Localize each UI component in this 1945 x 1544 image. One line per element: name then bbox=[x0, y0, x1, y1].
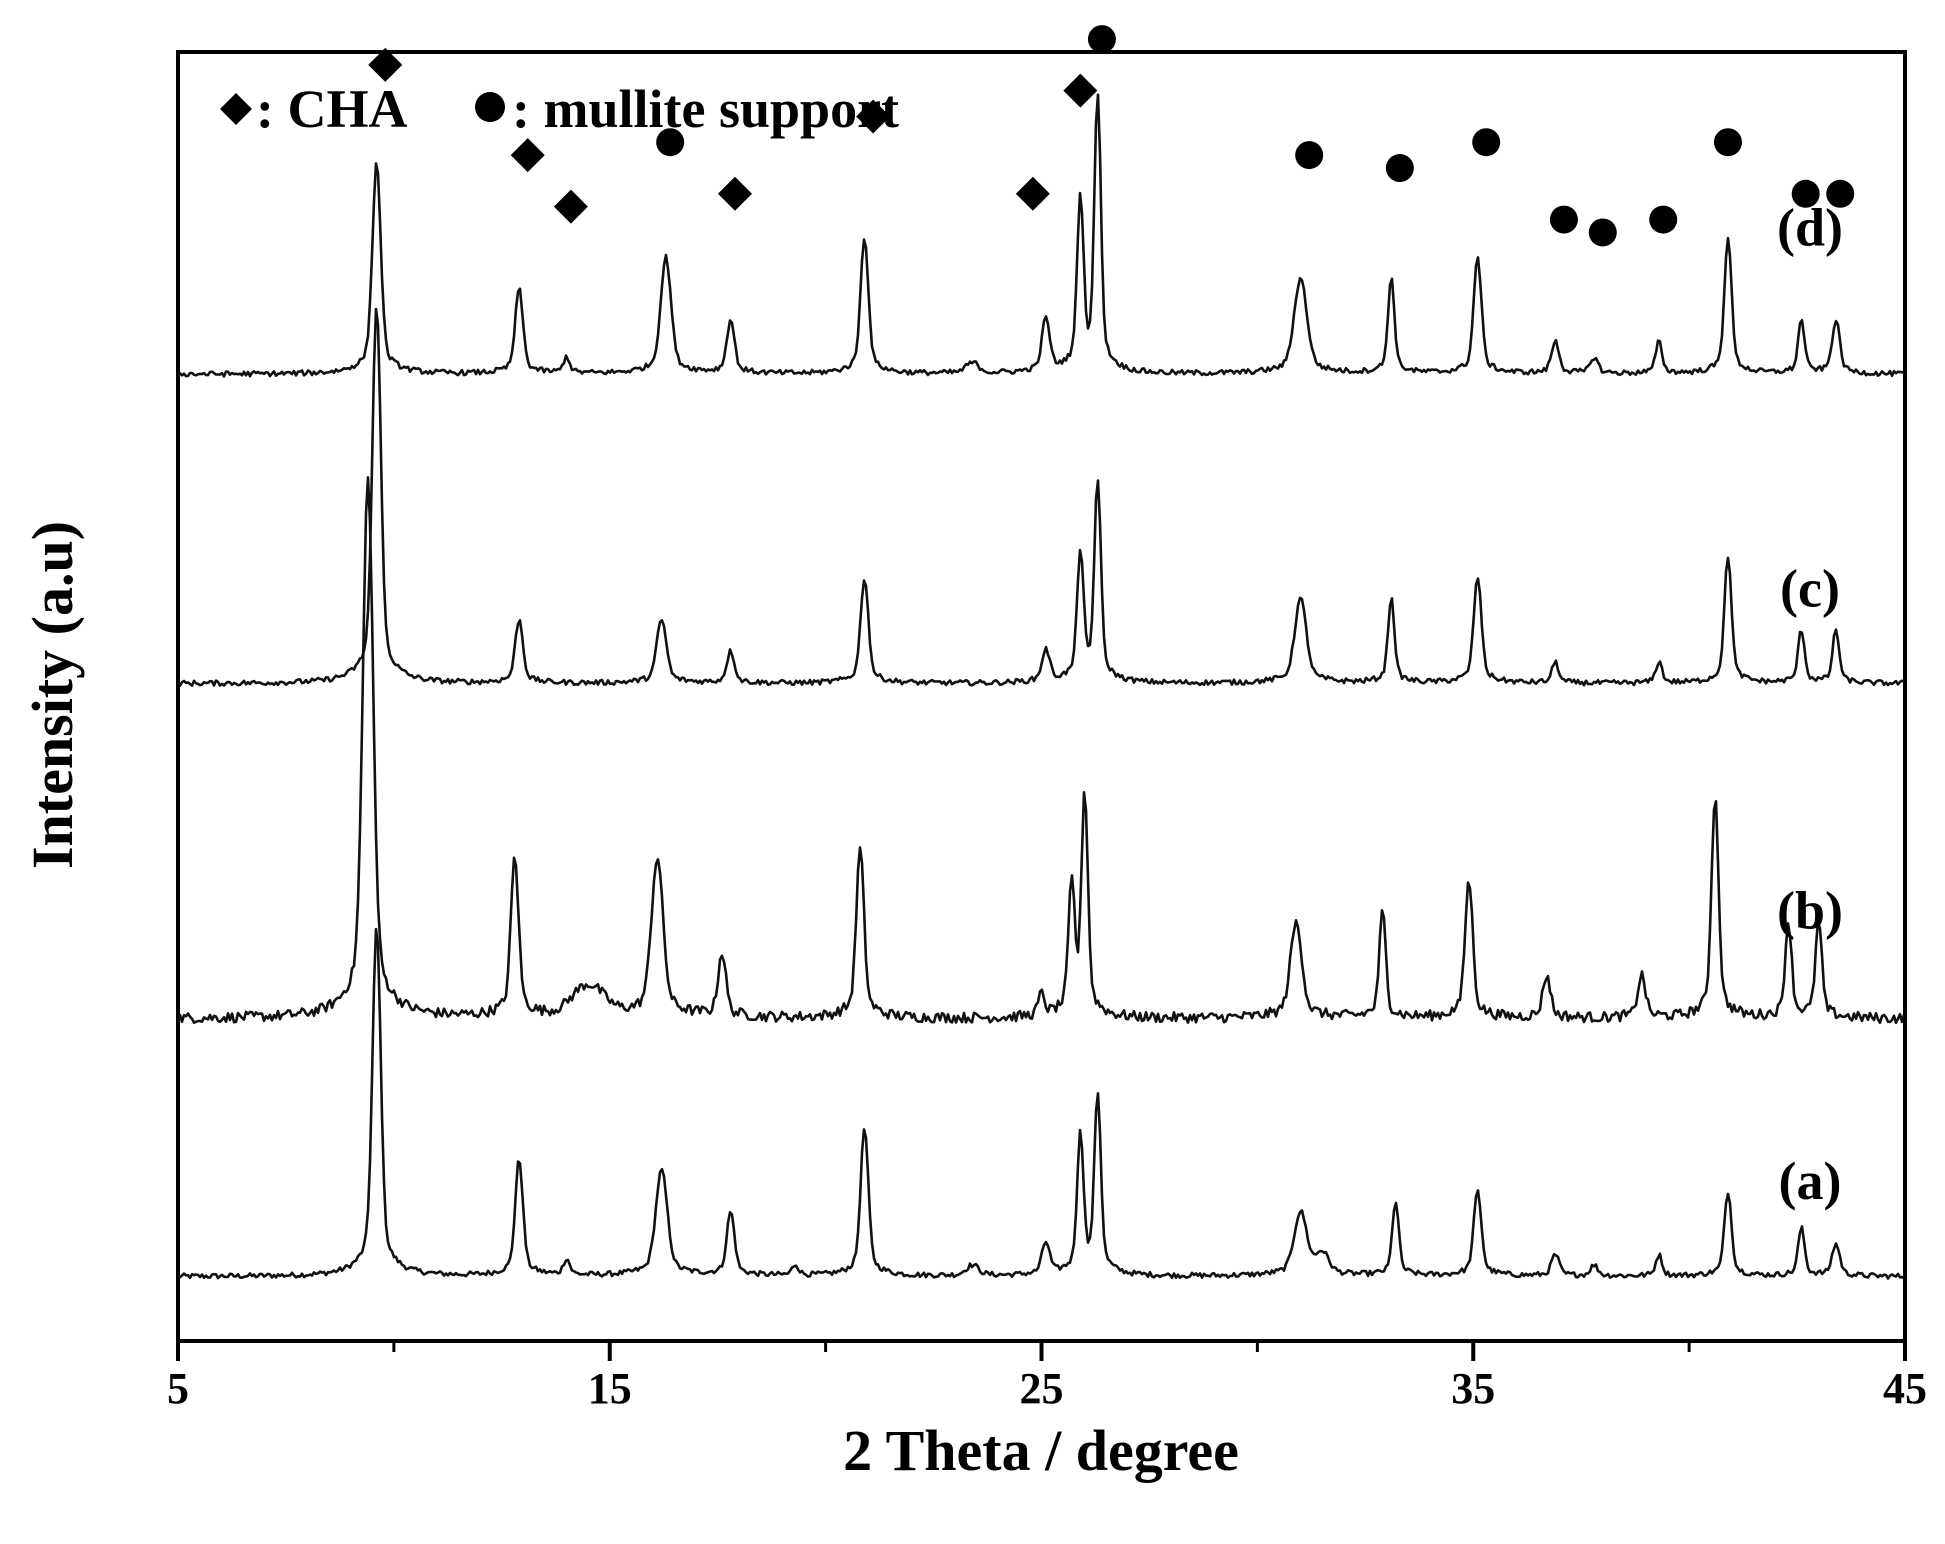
x-axis-title: 2 Theta / degree bbox=[843, 1418, 1239, 1483]
peak-markers-layer bbox=[368, 25, 1855, 247]
mullite-circle-marker bbox=[656, 128, 685, 157]
cha-diamond-marker bbox=[368, 47, 403, 82]
series-label: (c) bbox=[1780, 558, 1840, 618]
series-line-3 bbox=[176, 93, 1905, 378]
mullite-circle-marker bbox=[1791, 179, 1820, 208]
mullite-circle-marker bbox=[1087, 25, 1116, 54]
mullite-circle-marker bbox=[1472, 128, 1501, 157]
mullite-circle-marker bbox=[1649, 205, 1678, 234]
series-line-0 bbox=[177, 927, 1905, 1280]
series-label: (a) bbox=[1779, 1151, 1842, 1211]
series-labels-layer: (a) (b) (c) (d) bbox=[1777, 197, 1843, 1211]
series-label: (d) bbox=[1777, 197, 1843, 257]
mullite-circle-marker bbox=[1588, 218, 1617, 247]
legend: : CHA : mullite support bbox=[220, 79, 899, 139]
legend-diamond-icon bbox=[220, 93, 252, 125]
mullite-circle-marker bbox=[1385, 154, 1414, 183]
series-line-1 bbox=[176, 476, 1906, 1025]
legend-circle-icon bbox=[475, 92, 505, 122]
x-tick-label: 45 bbox=[1883, 1364, 1927, 1413]
mullite-circle-marker bbox=[1549, 205, 1578, 234]
cha-diamond-marker bbox=[510, 138, 545, 173]
x-tick-label: 35 bbox=[1451, 1364, 1495, 1413]
legend-cha-label: : CHA bbox=[256, 79, 407, 139]
cha-diamond-marker bbox=[1063, 73, 1098, 108]
x-tick-label: 25 bbox=[1020, 1364, 1064, 1413]
series-line-2 bbox=[176, 307, 1905, 688]
mullite-circle-marker bbox=[1295, 141, 1324, 170]
cha-diamond-marker bbox=[856, 99, 891, 134]
mullite-circle-marker bbox=[1826, 179, 1855, 208]
series-layer bbox=[176, 93, 1906, 1280]
series-label: (b) bbox=[1777, 881, 1843, 941]
x-tick-label: 15 bbox=[588, 1364, 632, 1413]
x-tick-label: 5 bbox=[167, 1364, 189, 1413]
legend-mullite-label: : mullite support bbox=[512, 79, 899, 139]
cha-diamond-marker bbox=[553, 189, 588, 224]
mullite-circle-marker bbox=[1713, 128, 1742, 157]
plot-frame bbox=[176, 50, 1907, 1343]
cha-diamond-marker bbox=[717, 176, 752, 211]
cha-diamond-marker bbox=[1015, 176, 1050, 211]
x-axis-ticks: 5 15 25 35 45 bbox=[167, 1341, 1927, 1413]
y-axis-title: Intensity (a.u) bbox=[20, 521, 85, 869]
